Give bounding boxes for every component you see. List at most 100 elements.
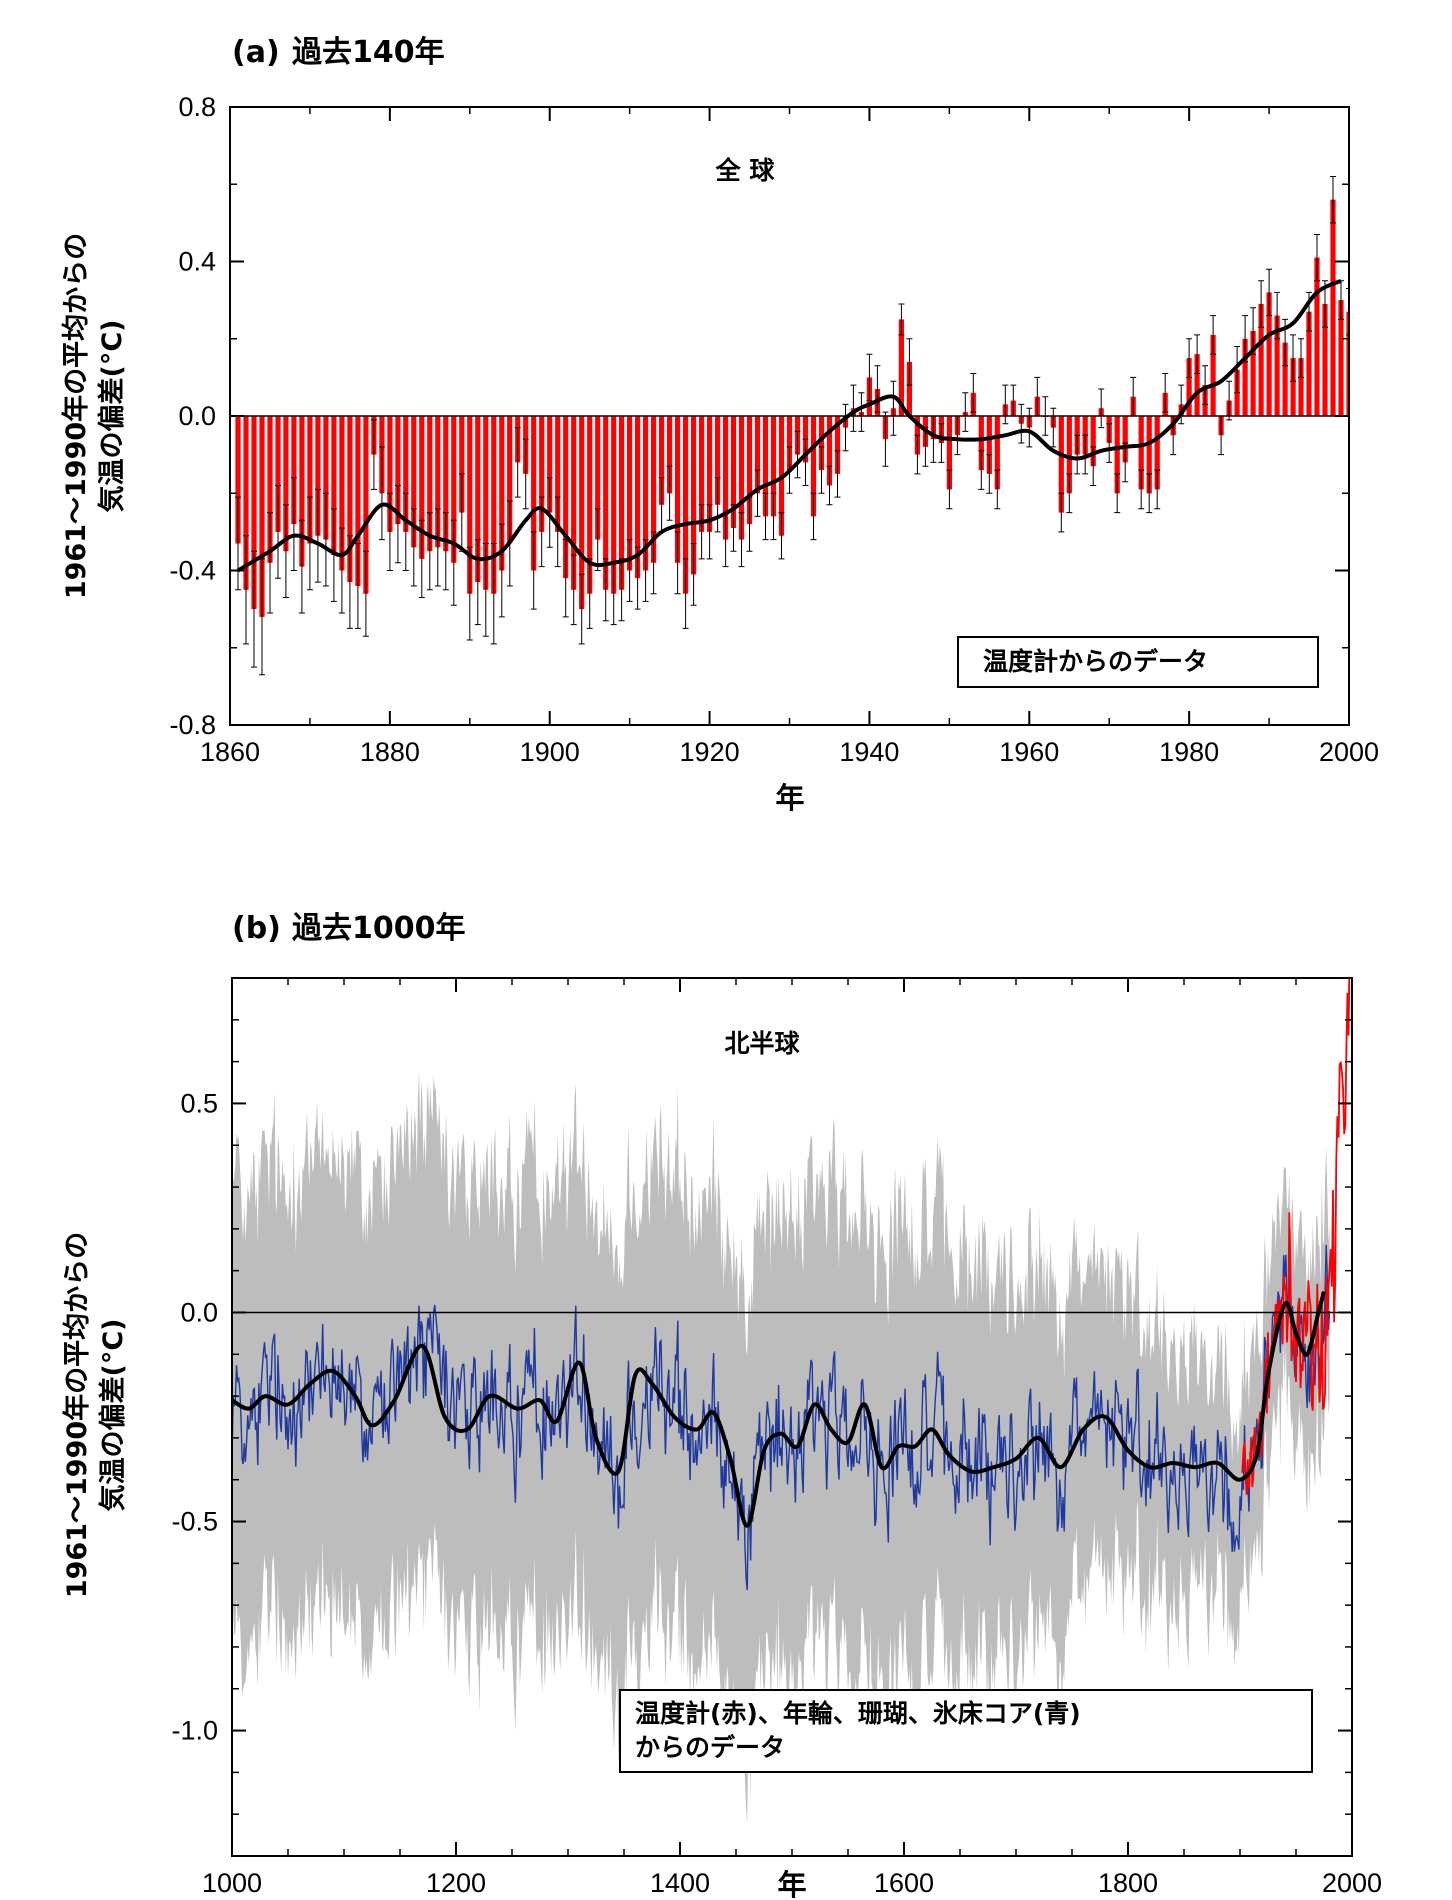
panel-a-bar-1936 (834, 416, 841, 474)
panel-a-bar-1893 (491, 416, 497, 594)
panel-b-instrumental-series (1241, 978, 1351, 1495)
panel-a-error-bars (235, 176, 1349, 676)
panel-a-errorbar-1904 (578, 573, 585, 645)
panel-a-y-axis-label: 1961～1990年の平均からの 気温の偏差(°C) (60, 233, 128, 599)
panel-a-errorbar-1921 (714, 477, 721, 533)
panel-a-bar-1998 (1330, 199, 1336, 416)
panel-a-xtick-label-1920: 1920 (680, 737, 740, 767)
panel-a-errorbar-1872 (322, 492, 329, 587)
panel-a-errorbar-1966 (1074, 434, 1081, 475)
panel-a-bar-1988 (1250, 331, 1256, 416)
panel-a-bar-1868 (291, 416, 297, 525)
panel-a-errorbar-1863 (251, 550, 257, 668)
panel-b-legend: 温度計(赤)、年輪、珊瑚、氷床コア(青) からのデータ (619, 1689, 1313, 1773)
panel-a-bar-1917 (683, 416, 689, 594)
panel-b-legend-line1: 温度計(赤)、年輪、珊瑚、氷床コア(青) (635, 1699, 1081, 1728)
panel-a-bar-1880 (387, 416, 393, 532)
panel-a-errorbar-1996 (1314, 234, 1320, 282)
panel-a-errorbar-1894 (498, 523, 505, 618)
panel-a-bar-1872 (323, 416, 329, 540)
panel-a-errorbar-1981 (1194, 334, 1201, 374)
panel-a-errorbar-1897 (522, 438, 529, 510)
panel-a-bar-1997 (1322, 304, 1328, 416)
panel-a-errorbar-1898 (530, 531, 537, 610)
panel-b-legend-box (619, 1689, 1313, 1773)
panel-a-errorbar-1933 (810, 492, 817, 541)
panel-a-errorbar-1913 (650, 531, 657, 595)
panel-a-bar-1883 (411, 416, 417, 548)
panel-a-bar-1907 (603, 416, 609, 590)
panel-a-bar-1899 (539, 416, 545, 532)
panel-a-xtick-label-1900: 1900 (520, 737, 580, 767)
panel-a-bar-1980 (1186, 358, 1192, 416)
panel-a-errorbar-1896 (514, 427, 521, 498)
panel-a-bar-1921 (715, 416, 721, 505)
panel-a-xtick-label-1940: 1940 (839, 737, 899, 767)
panel-a-ylabel-line2: 気温の偏差(°C) (96, 320, 128, 513)
panel-a-bar-1991 (1274, 315, 1280, 416)
panel-b-label: (b) (232, 911, 281, 946)
panel-a-errorbar-1861 (235, 496, 241, 591)
panel-a-ytick-label-0.4: 0.4 (178, 247, 216, 277)
panel-a-errorbar-1874 (338, 527, 345, 614)
panel-b-proxy-series (232, 1244, 1331, 1591)
panel-a-errorbar-1959 (1018, 403, 1025, 444)
panel-a-errorbar-1970 (1106, 423, 1113, 463)
panel-a-errorbar-1950 (946, 469, 953, 510)
panel-a-errorbar-1936 (834, 450, 841, 498)
panel-a-bar-1987 (1242, 338, 1248, 417)
panel-a-errorbar-1979 (1178, 384, 1185, 425)
panel-a-errorbar-1873 (330, 508, 337, 602)
panel-a-errorbar-1965 (1066, 473, 1073, 514)
panel-b-title: 過去1000年 (292, 911, 466, 946)
panel-b-region-label: 北半球 (724, 1029, 800, 1058)
panel-a-errorbar-1998 (1330, 176, 1336, 224)
panel-a-errorbar-1957 (1002, 384, 1009, 425)
panel-a-errorbar-1938 (850, 384, 857, 432)
panel-a-errorbar-1866 (275, 485, 281, 579)
panel-a-errorbar-1915 (666, 465, 673, 521)
panel-a-errorbar-1926 (754, 469, 761, 517)
panel-a-errorbar-1879 (378, 446, 385, 541)
panel-a-bar-1918 (691, 416, 697, 575)
panel-a-errorbar-1934 (818, 446, 825, 494)
panel-a-errorbar-1901 (554, 496, 561, 568)
panel-a-bar-1894 (499, 416, 505, 571)
panel-a-errorbar-1917 (682, 558, 689, 629)
panel-a-xtick-label-1880: 1880 (360, 737, 420, 767)
panel-a-errorbar-1937 (842, 403, 849, 452)
panel-a-bar-1996 (1314, 257, 1320, 416)
panel-b-frame (231, 977, 1353, 1857)
panel-a-errorbar-1932 (802, 438, 809, 486)
panel-a-bar-1989 (1258, 304, 1264, 416)
panel-a-bar-1954 (978, 416, 984, 471)
panel-a-errorbar-1980 (1186, 338, 1193, 378)
panel-a-bar-1930 (786, 416, 793, 471)
panel-a-errorbar-1960 (1026, 407, 1033, 448)
panel-a-bar-1890 (467, 416, 473, 594)
panel-b-xtick-label-1400: 1400 (650, 1868, 710, 1898)
panel-a-errorbar-1919 (698, 504, 705, 560)
panel-b-smoothed-line (232, 1291, 1326, 1528)
panel-b-xtick-label-1000: 1000 (202, 1868, 262, 1898)
panel-a-smoothed-line (236, 278, 1342, 573)
panel-a-errorbar-1989 (1258, 280, 1265, 328)
panel-a-bar-1882 (403, 416, 409, 532)
panel-a-ytick-label-0.0: 0.0 (178, 401, 216, 431)
panel-a-errorbar-1868 (290, 477, 297, 571)
panel-a-label: (a) (232, 35, 280, 70)
panel-a-region-label: 全 球 (715, 156, 776, 185)
panel-a-xtick-label-1860: 1860 (200, 737, 260, 767)
panel-a-errorbar-1885 (426, 512, 433, 591)
panel-a-errorbar-1964 (1058, 492, 1065, 533)
panel-a-bar-1904 (579, 416, 585, 610)
panel-a-bar-1922 (723, 416, 729, 540)
panel-a-errorbar-1994 (1298, 338, 1304, 378)
panel-a-errorbar-1944 (898, 303, 905, 336)
panel-a-errorbar-1928 (770, 492, 777, 541)
panel-a-bar-1910 (627, 416, 633, 571)
panel-b-ytick-label--1.0: -1.0 (171, 1716, 218, 1746)
panel-a-bar-1992 (1282, 342, 1288, 416)
panel-a-bar-1889 (459, 416, 465, 513)
panel-a-ylabel-line1: 1961～1990年の平均からの (60, 233, 92, 599)
